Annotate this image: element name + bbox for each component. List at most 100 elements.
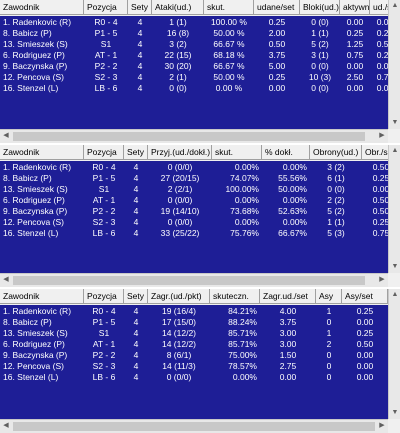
player-name-cell: 6. Rodriguez (P)	[3, 195, 65, 205]
column-header[interactable]: Zawodnik	[0, 0, 84, 15]
table-cell: 55.56%	[278, 173, 307, 183]
table-row[interactable]: 12. Pencova (S) S2 - 3 4 14 (11/3) 78.57% 2.7…	[0, 361, 388, 372]
table-cell: S2 - 3	[92, 361, 116, 371]
table-cell: 0 (0)	[311, 61, 329, 71]
table-row[interactable]: 9. Baczynska (P) P2 - 2 4 30 (20) 66.67 % 5.0…	[0, 61, 388, 72]
column-header[interactable]: Obr./se	[362, 145, 388, 160]
column-header[interactable]: Zawodnik	[0, 289, 84, 304]
table-row[interactable]: 13. Smieszek (S) S1 4 14 (12/2) 85.71% 3.00 1 0…	[0, 328, 388, 339]
table-cell: 1	[326, 306, 332, 316]
table-cell: P2 - 2	[92, 350, 116, 360]
table-cell: 0.00%	[234, 162, 259, 172]
scroll-left-arrow-icon[interactable]: ◀	[3, 422, 9, 429]
table-row[interactable]: 16. Stenzel (L) LB - 6 4 0 (0) 0.00 % 0.00 0 (…	[0, 83, 388, 94]
column-header[interactable]: ud./se	[370, 0, 388, 15]
table-cell: 4	[133, 372, 139, 382]
table-cell: 0 (0/0)	[166, 372, 192, 382]
column-header[interactable]: skut.	[212, 145, 262, 160]
column-header[interactable]: Sety	[128, 0, 152, 15]
table-cell: 30 (20)	[164, 61, 192, 71]
column-header[interactable]: skut.	[204, 0, 254, 15]
table-row[interactable]: 6. Rodriguez (P) AT - 1 4 0 (0/0) 0.00% 0.00%…	[0, 195, 388, 206]
column-header[interactable]: Pozycja	[84, 145, 124, 160]
column-header[interactable]: udane/set	[254, 0, 300, 15]
table-cell: 4	[137, 50, 143, 60]
table-cell: LB - 6	[94, 83, 118, 93]
table-cell: 14 (12/2)	[161, 339, 197, 349]
horizontal-scrollbar[interactable]: ◀ ▶	[0, 273, 388, 287]
scroll-left-arrow-icon[interactable]: ◀	[3, 132, 9, 139]
table-row[interactable]: 13. Smieszek (S) S1 4 3 (2) 66.67 % 0.50 5 (2)…	[0, 39, 388, 50]
column-header[interactable]: Pozycja	[84, 0, 128, 15]
column-header[interactable]: aktywn.	[340, 0, 370, 15]
column-header[interactable]: Asy	[316, 289, 342, 304]
column-header[interactable]: Asy/set	[342, 289, 388, 304]
table-cell: S1	[98, 328, 110, 338]
scroll-up-arrow-icon[interactable]: ▲	[391, 2, 399, 9]
column-header[interactable]: % dokł.	[262, 145, 310, 160]
column-header[interactable]: Ataki(ud.)	[152, 0, 204, 15]
table-cell: 6 (1)	[327, 173, 345, 183]
scrollbar-thumb[interactable]	[13, 422, 375, 431]
table-cell: 0	[326, 372, 332, 382]
table-row[interactable]: 9. Baczynska (P) P2 - 2 4 19 (14/10) 73.68% 5…	[0, 206, 388, 217]
table-row[interactable]: 1. Radenkovic (R) R0 - 4 4 1 (1) 100.00 % 0.2…	[0, 17, 388, 28]
column-header[interactable]: Obrony(ud.)	[310, 145, 362, 160]
table-row[interactable]: 8. Babicz (P) P1 - 5 4 17 (15/0) 88.24% 3.75 0…	[0, 317, 388, 328]
table-row[interactable]: 6. Rodriguez (P) AT - 1 4 14 (12/2) 85.71% 3.…	[0, 339, 388, 350]
table-cell: 75.76%	[230, 228, 259, 238]
vertical-scrollbar[interactable]: ▲ ▼	[388, 0, 400, 129]
table-row[interactable]: 12. Pencova (S) S2 - 3 4 0 (0/0) 0.00% 0.00% 1…	[0, 217, 388, 228]
table-row[interactable]: 9. Baczynska (P) P2 - 2 4 8 (6/1) 75.00% 1.50…	[0, 350, 388, 361]
scrollbar-corner	[388, 419, 400, 433]
table-row[interactable]: 16. Stenzel (L) LB - 6 4 33 (25/22) 75.76% 66…	[0, 228, 388, 239]
scrollbar-thumb[interactable]	[13, 276, 365, 285]
table-cell: 0.50	[356, 339, 374, 349]
table-cell: 2	[326, 339, 332, 349]
table-row[interactable]: 8. Babicz (P) P1 - 5 4 27 (20/15) 74.07% 55.5…	[0, 173, 388, 184]
column-header[interactable]: skuteczn.	[210, 289, 260, 304]
table-row[interactable]: 1. Radenkovic (R) R0 - 4 4 0 (0/0) 0.00% 0.00…	[0, 162, 388, 173]
table-row[interactable]: 16. Stenzel (L) LB - 6 4 0 (0/0) 0.00% 0.00 0 0…	[0, 372, 388, 383]
table-cell: 0.00%	[282, 162, 307, 172]
scroll-up-arrow-icon[interactable]: ▲	[391, 147, 399, 154]
scroll-up-arrow-icon[interactable]: ▲	[391, 291, 399, 298]
column-header[interactable]: Zawodnik	[0, 145, 84, 160]
column-header[interactable]: Zagr.(ud./pkt)	[148, 289, 210, 304]
table-cell: 0.25	[356, 328, 374, 338]
table-row[interactable]: 13. Smieszek (S) S1 4 2 (2/1) 100.00% 50.00% 0…	[0, 184, 388, 195]
scroll-right-arrow-icon[interactable]: ▶	[379, 422, 385, 429]
attack-stats-panel: Zawodnik Pozycja Sety Ataki(ud.) skut. u…	[0, 0, 400, 143]
column-header[interactable]: Zagr.ud./set	[260, 289, 316, 304]
column-header[interactable]: Bloki(ud.)	[300, 0, 340, 15]
table-cell: 52.63%	[278, 206, 307, 216]
table-cell: 22 (15)	[164, 50, 192, 60]
table-row[interactable]: 12. Pencova (S) S2 - 3 4 2 (1) 50.00 % 0.25 10…	[0, 72, 388, 83]
table-cell: 0.00	[356, 361, 374, 371]
vertical-scrollbar[interactable]: ▲ ▼	[388, 289, 400, 419]
table-row[interactable]: 8. Babicz (P) P1 - 5 4 16 (8) 50.00 % 2.00 1 (…	[0, 28, 388, 39]
player-name-cell: 13. Smieszek (S)	[3, 184, 68, 194]
table-cell: 0 (0)	[327, 184, 345, 194]
table-row[interactable]: 1. Radenkovic (R) R0 - 4 4 19 (16/4) 84.21% 4…	[0, 306, 388, 317]
table-cell: 3 (2)	[169, 39, 187, 49]
player-name-cell: 8. Babicz (P)	[3, 173, 52, 183]
horizontal-scrollbar[interactable]: ◀ ▶	[0, 419, 388, 433]
scroll-down-arrow-icon[interactable]: ▼	[391, 409, 399, 416]
scrollbar-thumb[interactable]	[13, 132, 365, 141]
scroll-left-arrow-icon[interactable]: ◀	[3, 276, 9, 283]
horizontal-scrollbar[interactable]: ◀ ▶	[0, 129, 388, 143]
scroll-down-arrow-icon[interactable]: ▼	[391, 263, 399, 270]
table-cell: 66.67%	[278, 228, 307, 238]
column-header[interactable]: Sety	[124, 289, 148, 304]
scroll-right-arrow-icon[interactable]: ▶	[379, 276, 385, 283]
column-header[interactable]: Przyj.(ud./dokł.)	[148, 145, 212, 160]
table-row[interactable]: 6. Rodriguez (P) AT - 1 4 22 (15) 68.18 % 3.7…	[0, 50, 388, 61]
table-cell: 4	[133, 173, 139, 183]
scroll-down-arrow-icon[interactable]: ▼	[391, 119, 399, 126]
column-header[interactable]: Pozycja	[84, 289, 124, 304]
table-cell: 19 (16/4)	[161, 306, 197, 316]
scroll-right-arrow-icon[interactable]: ▶	[379, 132, 385, 139]
column-header[interactable]: Sety	[124, 145, 148, 160]
vertical-scrollbar[interactable]: ▲ ▼	[388, 145, 400, 273]
